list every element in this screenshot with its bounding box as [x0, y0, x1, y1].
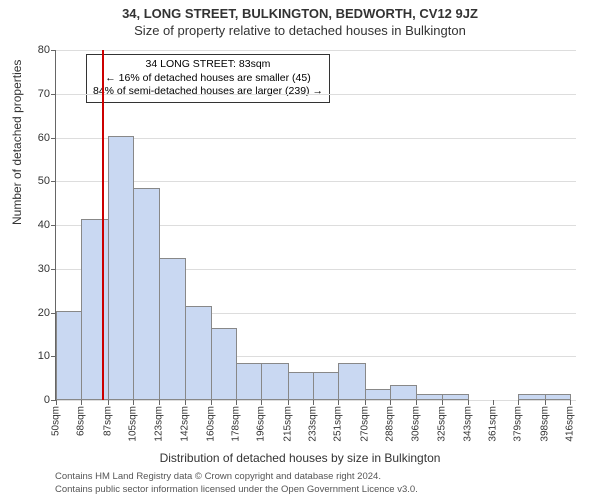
x-tick-mark	[56, 400, 57, 405]
x-tick-label: 288sqm	[385, 406, 396, 442]
chart-container: 34, LONG STREET, BULKINGTON, BEDWORTH, C…	[0, 0, 600, 500]
grid-line	[56, 50, 576, 51]
x-tick-mark	[185, 400, 186, 405]
x-tick-label: 178sqm	[230, 406, 241, 442]
x-tick-mark	[211, 400, 212, 405]
y-tick-label: 60	[38, 132, 50, 144]
y-tick-mark	[51, 181, 56, 182]
y-tick-label: 0	[44, 394, 50, 406]
grid-line	[56, 94, 576, 95]
histogram-bar	[81, 219, 109, 400]
histogram-bar	[288, 372, 314, 400]
x-tick-label: 251sqm	[333, 406, 344, 442]
histogram-bar	[133, 188, 159, 400]
x-tick-label: 325sqm	[437, 406, 448, 442]
x-tick-mark	[390, 400, 391, 405]
y-tick-mark	[51, 269, 56, 270]
x-tick-label: 68sqm	[76, 406, 87, 436]
x-tick-label: 306sqm	[410, 406, 421, 442]
y-tick-label: 40	[38, 219, 50, 231]
y-tick-label: 80	[38, 44, 50, 56]
histogram-bar	[518, 394, 546, 400]
footer-line1: Contains HM Land Registry data © Crown c…	[55, 471, 418, 483]
footer-line2: Contains public sector information licen…	[55, 484, 418, 496]
histogram-bar	[545, 394, 571, 400]
y-axis-label: Number of detached properties	[10, 60, 24, 225]
x-tick-mark	[108, 400, 109, 405]
histogram-bar	[390, 385, 416, 400]
annotation-line2: ← 16% of detached houses are smaller (45…	[93, 72, 323, 86]
x-tick-mark	[442, 400, 443, 405]
histogram-bar	[442, 394, 468, 400]
x-tick-mark	[236, 400, 237, 405]
x-tick-label: 50sqm	[51, 406, 62, 436]
histogram-bar	[261, 363, 289, 400]
x-tick-mark	[81, 400, 82, 405]
histogram-bar	[108, 136, 134, 401]
x-tick-mark	[493, 400, 494, 405]
histogram-bar	[211, 328, 237, 400]
footer: Contains HM Land Registry data © Crown c…	[55, 471, 418, 496]
x-tick-label: 270sqm	[360, 406, 371, 442]
x-tick-mark	[288, 400, 289, 405]
chart-plot-area: 34 LONG STREET: 83sqm ← 16% of detached …	[55, 50, 576, 401]
histogram-bar	[365, 389, 391, 400]
x-tick-label: 343sqm	[462, 406, 473, 442]
x-axis-label: Distribution of detached houses by size …	[0, 451, 600, 465]
x-tick-label: 398sqm	[540, 406, 551, 442]
x-tick-label: 160sqm	[205, 406, 216, 442]
histogram-bar	[185, 306, 211, 400]
x-tick-label: 87sqm	[103, 406, 114, 436]
x-tick-label: 123sqm	[153, 406, 164, 442]
x-tick-label: 215sqm	[282, 406, 293, 442]
histogram-bar	[159, 258, 187, 400]
x-tick-mark	[570, 400, 571, 405]
x-tick-mark	[518, 400, 519, 405]
y-tick-mark	[51, 50, 56, 51]
x-tick-label: 379sqm	[513, 406, 524, 442]
x-tick-mark	[545, 400, 546, 405]
annotation-line1: 34 LONG STREET: 83sqm	[93, 58, 323, 72]
histogram-bar	[313, 372, 339, 400]
x-tick-mark	[133, 400, 134, 405]
y-tick-mark	[51, 138, 56, 139]
y-tick-mark	[51, 225, 56, 226]
x-tick-mark	[261, 400, 262, 405]
x-tick-mark	[159, 400, 160, 405]
x-tick-label: 416sqm	[565, 406, 576, 442]
x-tick-mark	[416, 400, 417, 405]
x-tick-label: 142sqm	[180, 406, 191, 442]
histogram-bar	[236, 363, 262, 400]
y-tick-label: 70	[38, 88, 50, 100]
y-tick-label: 50	[38, 175, 50, 187]
annotation-box: 34 LONG STREET: 83sqm ← 16% of detached …	[86, 54, 330, 103]
y-tick-label: 10	[38, 350, 50, 362]
histogram-bar	[56, 311, 82, 401]
x-tick-mark	[338, 400, 339, 405]
x-tick-label: 233sqm	[308, 406, 319, 442]
histogram-bar	[338, 363, 366, 400]
x-tick-label: 196sqm	[256, 406, 267, 442]
annotation-line3: 84% of semi-detached houses are larger (…	[93, 85, 323, 99]
x-tick-mark	[468, 400, 469, 405]
x-tick-mark	[365, 400, 366, 405]
x-tick-mark	[313, 400, 314, 405]
x-tick-label: 361sqm	[488, 406, 499, 442]
y-tick-label: 30	[38, 263, 50, 275]
page-subtitle: Size of property relative to detached ho…	[0, 21, 600, 38]
y-tick-label: 20	[38, 307, 50, 319]
x-tick-label: 105sqm	[128, 406, 139, 442]
page-title: 34, LONG STREET, BULKINGTON, BEDWORTH, C…	[0, 0, 600, 21]
y-tick-mark	[51, 94, 56, 95]
histogram-bar	[416, 394, 444, 400]
reference-line	[102, 50, 104, 400]
